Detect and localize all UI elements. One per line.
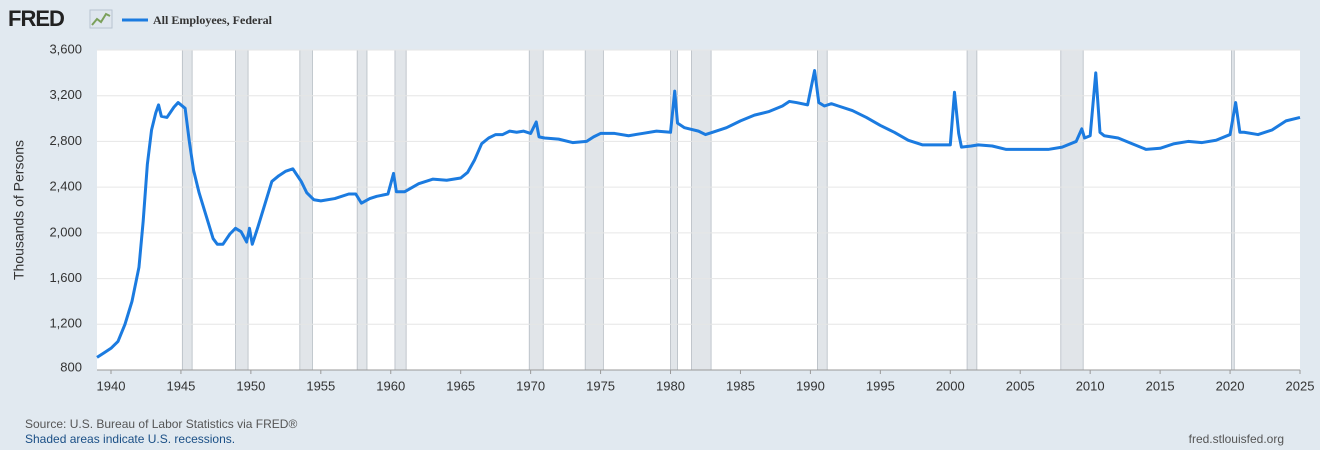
recession-band	[584, 49, 604, 371]
y-tick-label: 1,200	[49, 316, 82, 331]
x-tick-label: 1980	[656, 378, 685, 393]
y-tick-label: 3,600	[49, 41, 82, 56]
recession-band	[1060, 49, 1084, 371]
x-tick-label: 2020	[1216, 378, 1245, 393]
url: fred.stlouisfed.org	[1189, 432, 1284, 446]
x-tick-label: 1965	[446, 378, 475, 393]
recession-band	[181, 49, 193, 371]
x-tick-label: 2000	[936, 378, 965, 393]
series-line	[96, 69, 1301, 359]
y-axis-label: Thousands of Persons	[11, 140, 27, 280]
recession-band	[691, 49, 712, 371]
y-tick-label: 2,800	[49, 133, 82, 148]
x-tick-label: 1985	[726, 378, 755, 393]
x-tick-label: 2010	[1076, 378, 1105, 393]
x-tick-label: 2015	[1146, 378, 1175, 393]
x-tick-label: 2025	[1286, 378, 1315, 393]
x-tick-label: 2005	[1006, 378, 1035, 393]
recession-band	[966, 49, 978, 371]
logo-icon	[89, 9, 113, 29]
plot	[96, 49, 1301, 374]
y-tick-label: 1,600	[49, 270, 82, 285]
x-tick-label: 1950	[236, 378, 265, 393]
recession-band	[235, 49, 249, 371]
logo: FRED	[8, 6, 64, 31]
y-tick-label: 2,400	[49, 179, 82, 194]
x-tick-label: 1970	[516, 378, 545, 393]
x-tick-label: 1945	[166, 378, 195, 393]
recession-band	[299, 49, 313, 371]
recession-band	[394, 49, 407, 371]
recession-note: Shaded areas indicate U.S. recessions.	[25, 432, 235, 446]
x-tick-label: 1940	[97, 378, 126, 393]
source: Source: U.S. Bureau of Labor Statistics …	[25, 417, 297, 431]
legend-label: All Employees, Federal	[153, 13, 273, 27]
y-tick-label: 2,000	[49, 224, 82, 239]
x-tick-label: 1990	[796, 378, 825, 393]
recession-band	[528, 49, 544, 371]
x-tick-label: 1960	[376, 378, 405, 393]
y-tick-label: 800	[60, 359, 82, 374]
y-tick-label: 3,200	[49, 87, 82, 102]
x-tick-label: 1955	[306, 378, 335, 393]
x-tick-label: 1995	[866, 378, 895, 393]
recession-band	[356, 49, 368, 371]
recession-band	[1231, 49, 1235, 371]
x-tick-label: 1975	[586, 378, 615, 393]
